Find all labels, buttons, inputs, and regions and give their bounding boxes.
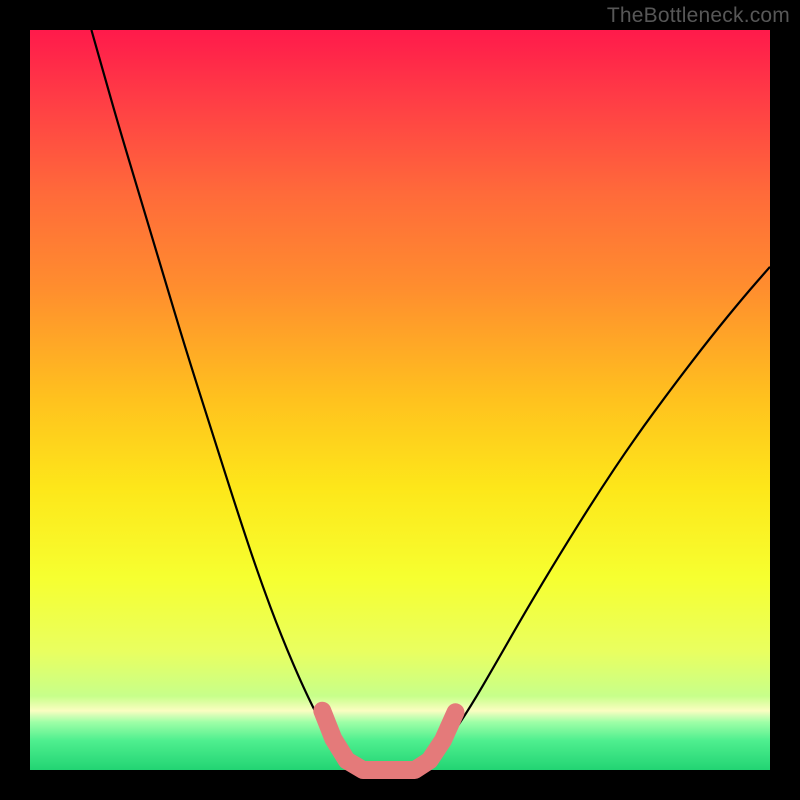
bottleneck-chart-frame: TheBottleneck.com bbox=[0, 0, 800, 800]
bottleneck-chart-svg bbox=[0, 0, 800, 800]
watermark-text: TheBottleneck.com bbox=[607, 4, 790, 28]
plot-background bbox=[30, 30, 770, 770]
